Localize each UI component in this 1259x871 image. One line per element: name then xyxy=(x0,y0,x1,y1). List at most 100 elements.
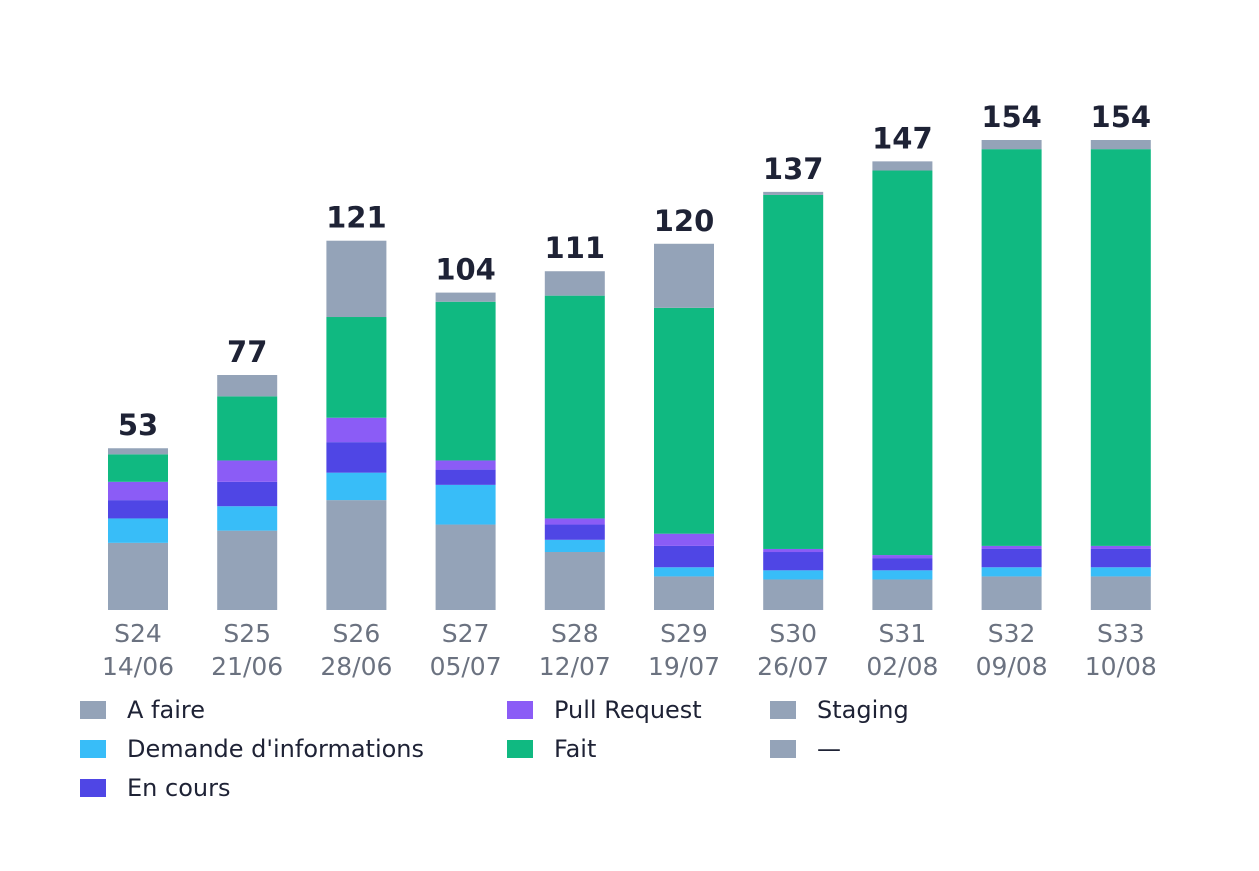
bar-total-label: 53 xyxy=(118,408,158,442)
legend-label: Pull Request xyxy=(554,696,702,724)
bar-segment-s24-3 xyxy=(108,481,168,501)
bar-segment-s29-4 xyxy=(654,307,714,534)
bar-segment-s28-4 xyxy=(544,295,605,519)
bar-segment-s25-3 xyxy=(217,460,278,482)
bar-total-label: 147 xyxy=(872,121,933,155)
legend-item: — xyxy=(770,735,841,763)
bar-segment-s30-2 xyxy=(763,552,824,571)
x-tick-week: S27 xyxy=(442,619,490,648)
bar-segment-s31-4 xyxy=(872,170,933,556)
x-tick-week: S33 xyxy=(1097,619,1145,648)
bar-segment-s30-3 xyxy=(763,548,824,553)
legend-swatch xyxy=(507,740,533,758)
legend-label: — xyxy=(817,735,841,763)
bar-segment-s25-1 xyxy=(217,506,278,531)
bar-segment-s31-5 xyxy=(872,161,933,171)
legend-item: Demande d'informations xyxy=(80,735,424,763)
bar-segment-s30-0 xyxy=(763,579,824,610)
bar-segment-s26-3 xyxy=(326,417,387,443)
legend-item: Fait xyxy=(507,735,596,763)
bar-total-label: 120 xyxy=(654,204,715,238)
bar-segment-s33-3 xyxy=(1090,545,1151,549)
legend-label: A faire xyxy=(127,696,205,724)
bar-segment-s32-0 xyxy=(981,576,1042,610)
bar-segment-s32-4 xyxy=(981,149,1042,546)
bar-segment-s26-2 xyxy=(326,442,387,473)
bar-segment-s27-5 xyxy=(435,292,496,302)
x-tick-week: S32 xyxy=(988,619,1036,648)
x-tick-week: S31 xyxy=(879,619,927,648)
bar-segment-s24-0 xyxy=(108,542,168,610)
bar-segment-s24-1 xyxy=(108,518,168,543)
bar-segment-s25-4 xyxy=(217,396,278,461)
x-tick-date: 09/08 xyxy=(976,652,1048,681)
x-tick-week: S24 xyxy=(114,619,162,648)
legend-swatch xyxy=(770,740,796,758)
bar-total-label: 77 xyxy=(227,335,267,369)
legend-item: A faire xyxy=(80,696,205,724)
x-tick-date: 05/07 xyxy=(430,652,502,681)
bar-segment-s27-2 xyxy=(435,469,496,485)
bar-total-label: 111 xyxy=(545,231,606,265)
x-tick-date: 28/06 xyxy=(320,652,392,681)
bar-segment-s32-1 xyxy=(981,567,1042,577)
x-tick-date: 19/07 xyxy=(648,652,720,681)
x-tick-week: S25 xyxy=(223,619,271,648)
bar-segment-s24-5 xyxy=(108,448,168,455)
x-tick-date: 21/06 xyxy=(211,652,283,681)
legend-label: Staging xyxy=(817,696,909,724)
legend-label: En cours xyxy=(127,774,231,802)
bar-segment-s28-5 xyxy=(544,271,605,296)
stacked-bar-chart: 53 S24 14/06 77 S25 21/06 121 S26 28/06 104 S27 05/… xyxy=(102,100,1157,681)
bar-segment-s25-5 xyxy=(217,375,278,397)
bar-segment-s28-1 xyxy=(544,539,605,553)
x-tick-week: S29 xyxy=(660,619,708,648)
bar-segment-s31-1 xyxy=(872,570,933,580)
bar-segment-s25-0 xyxy=(217,530,278,610)
bar-segment-s27-4 xyxy=(435,301,496,461)
x-tick-week: S26 xyxy=(333,619,381,648)
bar-segment-s33-4 xyxy=(1090,149,1151,546)
bar-segment-s26-1 xyxy=(326,472,387,501)
legend-item: En cours xyxy=(80,774,230,802)
bar-segment-s28-3 xyxy=(544,518,605,525)
bar-segment-s29-2 xyxy=(654,545,714,568)
chart-legend: A faire Demande d'informations En cours Pul… xyxy=(80,696,1180,816)
bar-segment-s31-2 xyxy=(872,558,933,571)
bar-segment-s29-1 xyxy=(654,567,714,577)
legend-swatch xyxy=(80,740,106,758)
x-tick-date: 12/07 xyxy=(539,652,611,681)
bar-segment-s24-4 xyxy=(108,454,168,482)
bar-segment-s26-5 xyxy=(326,240,387,318)
legend-item: Staging xyxy=(770,696,909,724)
bar-total-label: 154 xyxy=(1091,100,1152,134)
bar-segment-s32-2 xyxy=(981,548,1042,568)
bar-segment-s33-1 xyxy=(1090,567,1151,577)
bar-segment-s31-3 xyxy=(872,555,933,559)
bar-segment-s31-0 xyxy=(872,579,933,610)
bar-segment-s28-0 xyxy=(544,552,605,610)
bar-total-label: 104 xyxy=(435,253,496,287)
bar-segment-s30-1 xyxy=(763,570,824,580)
legend-item: Pull Request xyxy=(507,696,702,724)
bar-total-label: 121 xyxy=(326,201,387,235)
bar-segment-s24-2 xyxy=(108,500,168,519)
bar-segment-s33-2 xyxy=(1090,548,1151,568)
bar-segment-s30-5 xyxy=(763,191,824,195)
legend-label: Fait xyxy=(554,735,597,763)
bar-segment-s28-2 xyxy=(544,524,605,540)
x-tick-date: 10/08 xyxy=(1085,652,1157,681)
legend-swatch xyxy=(770,701,796,719)
x-tick-week: S30 xyxy=(769,619,817,648)
bar-segment-s29-3 xyxy=(654,533,714,546)
x-tick-date: 14/06 xyxy=(102,652,174,681)
bar-segment-s25-2 xyxy=(217,481,278,507)
legend-swatch xyxy=(80,779,106,797)
x-tick-week: S28 xyxy=(551,619,599,648)
bar-segment-s33-0 xyxy=(1090,576,1151,610)
legend-label: Demande d'informations xyxy=(127,735,425,763)
x-tick-date: 02/08 xyxy=(866,652,938,681)
bar-segment-s29-5 xyxy=(654,243,714,308)
bar-segment-s29-0 xyxy=(654,576,714,610)
bar-segment-s26-4 xyxy=(326,317,387,418)
